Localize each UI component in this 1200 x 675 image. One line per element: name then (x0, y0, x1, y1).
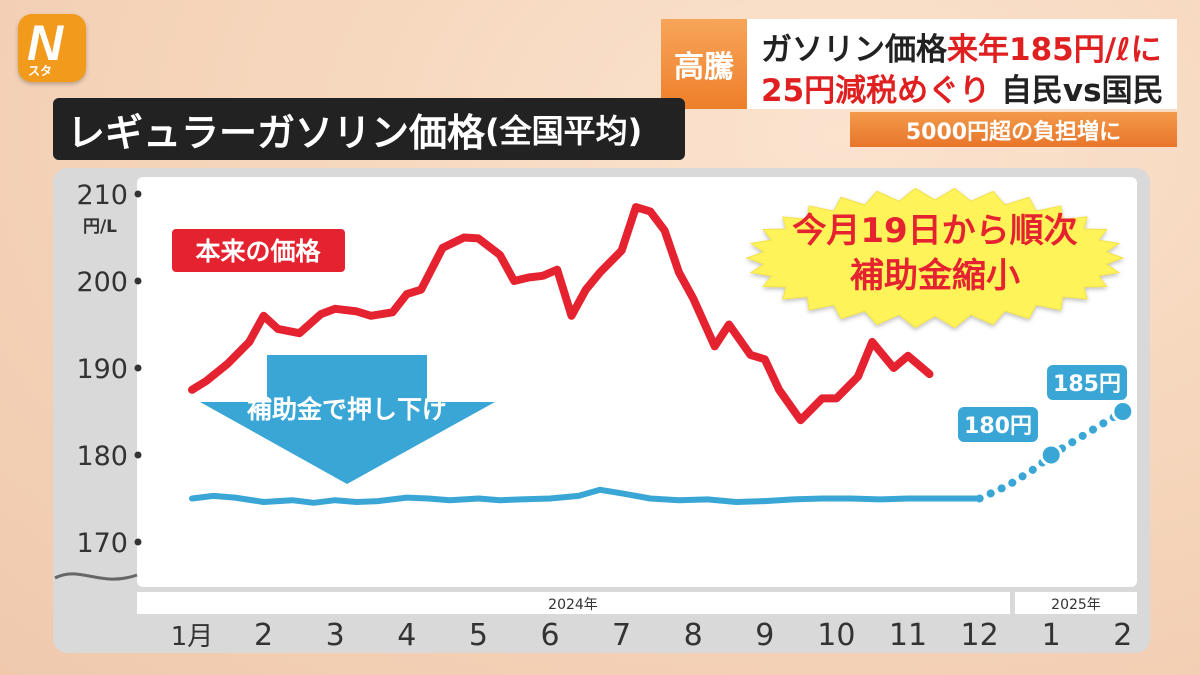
y-tick-dot (134, 538, 142, 546)
y-unit-label: 円/L (83, 217, 117, 237)
x-tick-label: 4 (397, 618, 416, 653)
headline-line-1-a: ガソリン価格 (761, 32, 947, 68)
headline-subbar: 5000円超の負担増に (850, 112, 1177, 147)
headline-tag: 高騰 (661, 19, 747, 109)
headline-line-1: ガソリン価格来年185円/ℓに (761, 24, 1162, 69)
x-tick-label: 1 (1042, 618, 1061, 653)
series-line-original (188, 203, 934, 425)
x-tick-label: 3 (326, 618, 345, 653)
headline-line-1-b: 来年185円/ℓに (947, 32, 1162, 68)
year-band-2024 (137, 592, 1010, 614)
x-axis: 1月 2 3 4 5 6 7 8 9 10 11 12 1 2 (171, 618, 1133, 653)
y-tick-label: 190 (76, 354, 128, 385)
x-tick-label: 8 (684, 618, 703, 653)
y-axis: 210 200 190 180 170 (76, 180, 142, 559)
subsidy-label: 補助金で押し下げ (246, 395, 448, 424)
x-tick-label: 6 (540, 618, 559, 653)
series-layer (188, 203, 1135, 506)
headline-line-2-a: 25円減税めぐり (761, 73, 991, 109)
callout-line-2: 補助金縮小 (850, 256, 1020, 296)
logo-letter: N (27, 15, 64, 71)
forecast-marker (1111, 400, 1135, 423)
y-tick-dot (134, 451, 142, 459)
y-tick-label: 200 (76, 267, 128, 298)
callout-burst (745, 187, 1125, 329)
y-tick-dot (134, 190, 142, 198)
original-price-label-bg (172, 229, 345, 272)
label-185-bg (1047, 365, 1127, 400)
forecast-marker (1039, 443, 1063, 467)
x-tick-label: 2 (1113, 618, 1132, 653)
headline-line-2-b: 自民vs国民 (1000, 73, 1164, 109)
headline-line-2: 25円減税めぐり 自民vs国民 (761, 65, 1164, 110)
axis-break (54, 572, 138, 581)
year-label-2024: 2024年 (548, 597, 598, 613)
year-label-2025: 2025年 (1051, 597, 1101, 613)
original-price-label: 本来の価格 (195, 237, 321, 266)
network-logo: N スタ (18, 14, 86, 82)
y-tick-dot (134, 277, 142, 285)
chart-title-main: レギュラーガソリン価格 (67, 110, 486, 155)
chart-title-paren: (全国平均) (485, 112, 643, 150)
y-tick-label: 210 (76, 180, 128, 211)
x-tick-label: 10 (817, 618, 855, 653)
x-tick-label: 11 (889, 618, 927, 653)
series-line-actual (189, 486, 983, 506)
x-tick-label: 2 (254, 618, 273, 653)
logo-subtitle: スタ (28, 64, 53, 78)
x-tick-label: 1月 (171, 622, 214, 652)
y-tick-dot (134, 364, 142, 372)
label-180: 180円 (964, 414, 1032, 439)
x-tick-label: 12 (961, 618, 999, 653)
label-180-bg (958, 407, 1038, 442)
callout-line-1: 今月19日から順次 (792, 211, 1077, 251)
x-tick-label: 9 (755, 618, 774, 653)
chart-title: レギュラーガソリン価格 (全国平均) (53, 98, 685, 160)
x-tick-label: 7 (612, 618, 631, 653)
label-185: 185円 (1053, 372, 1121, 397)
year-band-2025 (1015, 592, 1137, 614)
y-tick-label: 180 (76, 441, 128, 472)
y-tick-label: 170 (76, 528, 128, 559)
x-tick-label: 5 (469, 618, 488, 653)
headline-box: ガソリン価格来年185円/ℓに 25円減税めぐり 自民vs国民 (747, 19, 1177, 109)
subsidy-arrow (200, 355, 495, 484)
